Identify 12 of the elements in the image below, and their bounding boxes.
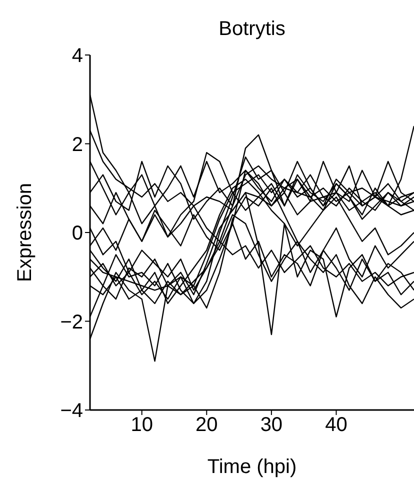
y-tick-label: −4 <box>60 400 83 422</box>
x-axis-title: Time (hpi) <box>207 456 297 478</box>
x-tick-label: 20 <box>196 414 218 436</box>
y-tick-label: −2 <box>60 311 83 334</box>
y-tick-label: 0 <box>72 222 83 245</box>
x-tick-label: 40 <box>325 414 348 436</box>
x-tick-label: 10 <box>130 414 153 436</box>
y-tick-label: 4 <box>72 45 83 68</box>
y-axis-title: Expression <box>14 183 36 282</box>
x-tick-label: 30 <box>260 414 283 436</box>
chart-title: Botrytis <box>218 18 286 41</box>
y-tick-label: 2 <box>72 134 83 156</box>
